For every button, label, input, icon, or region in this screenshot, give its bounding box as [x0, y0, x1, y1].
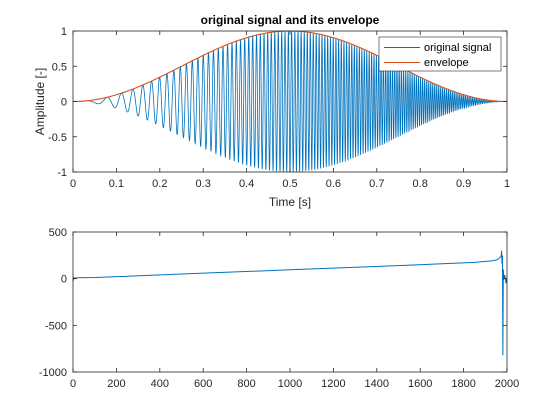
bottom-x-tick-label: 1400 — [365, 378, 389, 390]
bottom-x-tick-label: 1000 — [278, 378, 302, 390]
bottom-x-tick-label: 2000 — [495, 378, 519, 390]
bottom-x-tick-label: 1200 — [321, 378, 345, 390]
top-x-tick-label: 0.2 — [152, 178, 167, 190]
top-x-axis-label: Time [s] — [269, 195, 311, 209]
series-bottom-signal — [72, 250, 508, 356]
legend-box — [378, 36, 502, 72]
bottom-y-tick-label: -1000 — [39, 367, 67, 379]
bottom-x-tick-label: 1600 — [408, 378, 432, 390]
top-x-tick-label: 0.7 — [369, 178, 384, 190]
bottom-x-tick-label: 0 — [70, 378, 76, 390]
legend-label-envelope: envelope — [424, 57, 469, 69]
bottom-axes-ticks: 0 200 400 600 800 1000 1200 1400 1600 1800 2000 -10… — [39, 227, 519, 390]
top-y-tick-label: -0.5 — [48, 132, 67, 144]
top-y-tick-label: 1 — [61, 26, 67, 38]
bottom-y-tick-label: -500 — [45, 320, 67, 332]
bottom-plot-area — [73, 232, 507, 372]
top-x-tick-label: 0.4 — [239, 178, 254, 190]
legend: original signal envelope — [378, 36, 502, 72]
bottom-x-tick-label: 800 — [237, 378, 255, 390]
bottom-x-tick-label: 400 — [151, 378, 169, 390]
top-x-tick-label: 0.5 — [282, 178, 297, 190]
bottom-x-tick-label: 600 — [194, 378, 212, 390]
bottom-x-tick-label: 200 — [107, 378, 125, 390]
top-x-tick-label: 0.9 — [456, 178, 471, 190]
top-axes-ticks: 0 0.1 0.2 0.3 0.4 0.5 0.6 0.7 0.8 0.9 1 -1 -0.5 0 0.5 1 — [48, 26, 510, 190]
top-chart-title: original signal and its envelope — [201, 13, 380, 27]
top-y-tick-label: -1 — [57, 167, 67, 179]
top-x-tick-label: 0 — [70, 178, 76, 190]
bottom-y-tick-label: 500 — [49, 227, 67, 239]
bottom-y-tick-label: 0 — [61, 274, 67, 286]
top-x-tick-label: 0.6 — [326, 178, 341, 190]
top-x-tick-label: 0.8 — [413, 178, 428, 190]
top-y-axis-label: Amplitude [-] — [33, 68, 47, 135]
bottom-x-tick-label: 1800 — [451, 378, 475, 390]
top-y-tick-label: 0 — [61, 97, 67, 109]
bottom-plot-lines — [72, 250, 508, 356]
bottom-axes: 0 200 400 600 800 1000 1200 1400 1600 1800 2000 -10… — [39, 227, 519, 390]
legend-label-original-signal: original signal — [424, 42, 491, 54]
top-y-tick-label: 0.5 — [52, 61, 67, 73]
top-x-tick-label: 0.1 — [109, 178, 124, 190]
top-x-tick-label: 1 — [504, 178, 510, 190]
top-x-tick-label: 0.3 — [196, 178, 211, 190]
top-axes: 0 0.1 0.2 0.3 0.4 0.5 0.6 0.7 0.8 0.9 1 -1 -0.5 0 0.5 1… — [33, 13, 510, 209]
